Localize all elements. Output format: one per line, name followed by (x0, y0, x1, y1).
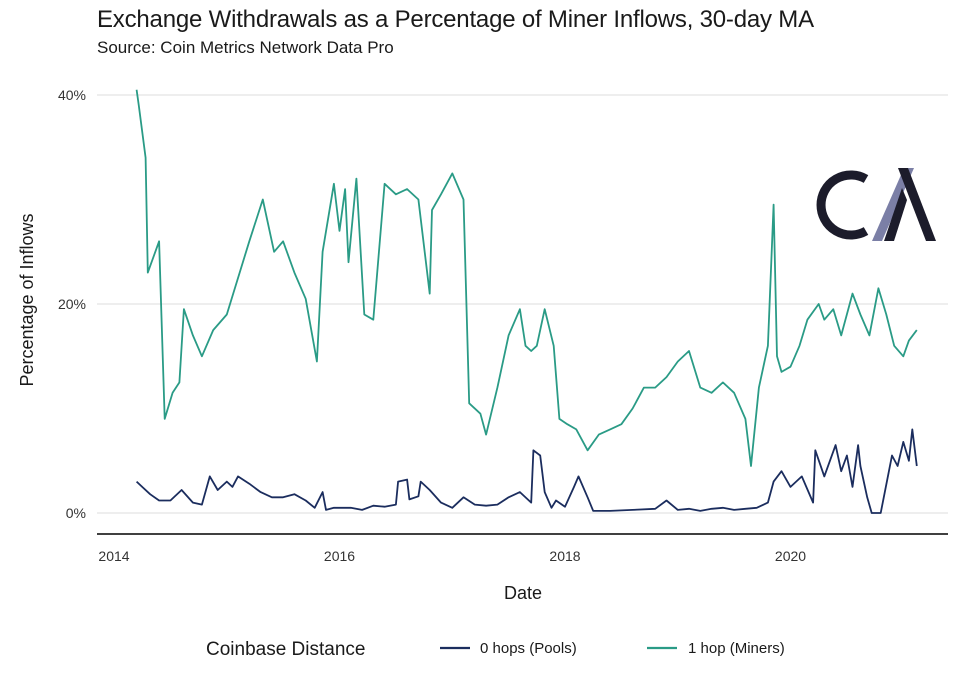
y-tick-label: 20% (58, 296, 86, 312)
chart-subtitle: Source: Coin Metrics Network Data Pro (97, 38, 394, 57)
series-line-miners (135, 89, 918, 467)
y-tick-label: 40% (58, 87, 86, 103)
x-axis-ticks: 2014 2016 2018 2020 (98, 548, 806, 564)
legend-title: Coinbase Distance (206, 639, 365, 660)
x-axis-label: Date (504, 583, 542, 603)
series-layer (135, 89, 918, 514)
x-tick-label: 2016 (324, 548, 355, 564)
legend: Coinbase Distance 0 hops (Pools) 1 hop (… (206, 639, 785, 660)
x-tick-label: 2014 (98, 548, 129, 564)
cm-logo (816, 168, 936, 241)
legend-item-pools: 0 hops (Pools) (440, 640, 577, 657)
y-axis-label: Percentage of Inflows (17, 213, 37, 386)
legend-label-miners: 1 hop (Miners) (688, 640, 785, 657)
x-tick-label: 2018 (549, 548, 580, 564)
legend-label-pools: 0 hops (Pools) (480, 640, 577, 657)
gridlines (97, 94, 948, 514)
y-tick-label: 0% (66, 505, 86, 521)
coin-metrics-cm-logo-icon (816, 168, 936, 241)
series-line-pools (135, 428, 918, 514)
x-tick-label: 2020 (775, 548, 806, 564)
chart-title: Exchange Withdrawals as a Percentage of … (97, 6, 814, 33)
y-axis-ticks: 0% 20% 40% (58, 87, 86, 521)
legend-item-miners: 1 hop (Miners) (647, 640, 785, 657)
